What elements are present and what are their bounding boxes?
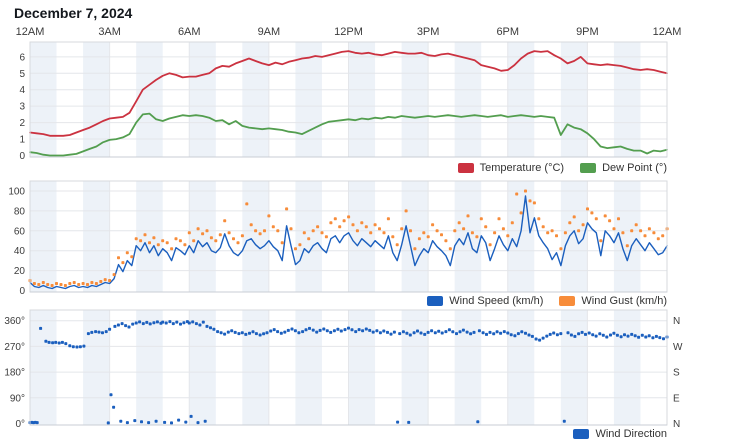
legend-item-temperature[interactable]: Temperature (°C) — [457, 162, 565, 174]
legend-item-wind-gust[interactable]: Wind Gust (km/h) — [559, 295, 667, 307]
svg-text:N: N — [673, 316, 680, 327]
svg-text:0°: 0° — [15, 419, 25, 427]
legend-label-temperature: Temperature (°C) — [479, 162, 565, 174]
svg-text:20: 20 — [14, 266, 26, 277]
svg-text:2: 2 — [19, 118, 25, 129]
wind-legend: Wind Speed (km/h) Wind Gust (km/h) — [427, 294, 667, 308]
legend-label-wind-direction: Wind Direction — [595, 428, 667, 440]
svg-text:3: 3 — [19, 102, 25, 113]
svg-text:5: 5 — [19, 69, 25, 80]
temperature-swatch — [457, 163, 474, 173]
temperature-dewpoint-chart[interactable]: 0 1 2 3 4 5 6 — [0, 40, 729, 162]
svg-text:6: 6 — [19, 52, 25, 63]
legend-item-dew-point[interactable]: Dew Point (°) — [580, 162, 667, 174]
svg-text:100: 100 — [8, 186, 25, 197]
time-label: 12AM — [652, 26, 682, 38]
svg-text:S: S — [673, 368, 680, 379]
svg-text:270°: 270° — [4, 342, 25, 353]
page-title: December 7, 2024 — [14, 5, 133, 21]
svg-text:90°: 90° — [10, 393, 25, 404]
wind-speed-swatch — [427, 296, 444, 306]
svg-text:80: 80 — [14, 206, 26, 217]
svg-text:360°: 360° — [4, 316, 25, 327]
time-label: 3AM — [98, 26, 121, 38]
time-label: 9PM — [576, 26, 599, 38]
legend-item-wind-direction[interactable]: Wind Direction — [573, 428, 667, 440]
svg-text:0: 0 — [19, 151, 25, 162]
svg-text:W: W — [673, 342, 683, 353]
legend-item-wind-speed[interactable]: Wind Speed (km/h) — [427, 295, 543, 307]
svg-text:4: 4 — [19, 85, 25, 96]
time-label: 6AM — [177, 26, 201, 38]
time-label: 12PM — [334, 26, 363, 38]
svg-text:180°: 180° — [4, 368, 25, 379]
legend-label-wind-gust: Wind Gust (km/h) — [581, 295, 667, 307]
svg-text:40: 40 — [14, 246, 26, 257]
time-label: 6PM — [496, 26, 520, 38]
time-label: 9AM — [257, 26, 281, 38]
svg-text:N: N — [673, 419, 680, 427]
svg-text:E: E — [673, 393, 680, 404]
legend-label-wind-speed: Wind Speed (km/h) — [449, 295, 544, 307]
dew-point-swatch — [580, 163, 597, 173]
wind-direction-chart[interactable]: 0° 90° 180° 270° 360° N E S W N — [0, 308, 729, 427]
svg-text:1: 1 — [19, 135, 25, 146]
wind-direction-legend: Wind Direction — [573, 427, 667, 441]
time-label: 12AM — [15, 26, 45, 38]
wind-direction-swatch — [573, 429, 590, 439]
temperature-legend: Temperature (°C) Dew Point (°) — [457, 161, 667, 175]
time-label: 3PM — [416, 26, 440, 38]
svg-text:60: 60 — [14, 226, 26, 237]
legend-label-dew-point: Dew Point (°) — [602, 162, 667, 174]
wind-gust-swatch — [559, 296, 576, 306]
svg-text:0: 0 — [19, 286, 25, 294]
wind-speed-gust-chart[interactable]: 0 20 40 60 80 100 — [0, 179, 729, 294]
